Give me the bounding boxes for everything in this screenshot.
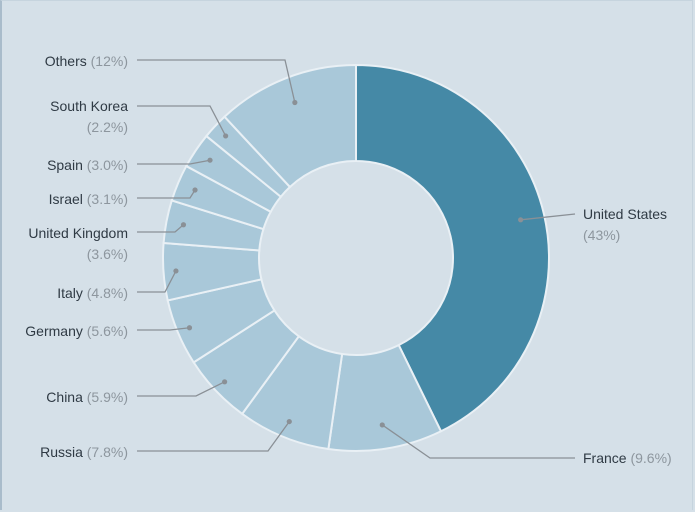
label-name-united-kingdom: United Kingdom: [28, 225, 128, 241]
label-name-united-states: United States: [583, 206, 667, 222]
donut-slices: [162, 63, 550, 452]
leader-line-united-states: [520, 213, 576, 221]
label-france: France (9.6%): [583, 450, 672, 466]
label-russia: Russia (7.8%): [40, 444, 128, 460]
slice-united-states[interactable]: [355, 63, 550, 433]
leader-line-france: [381, 424, 575, 459]
label-others: Others (12%): [45, 53, 128, 69]
label-pct-south-korea: (2.2%): [87, 119, 128, 135]
leader-line-china: [137, 381, 225, 397]
label-name-south-korea: South Korea: [50, 98, 128, 114]
leader-line-others: [137, 59, 296, 103]
slice-labels: United States (43%) France (9.6%) Russia (7…: [25, 53, 671, 466]
leader-line-germany: [137, 327, 190, 331]
slice-others[interactable]: [223, 63, 357, 189]
leader-line-israel: [137, 189, 196, 199]
label-italy: Italy (4.8%): [57, 285, 128, 301]
label-germany: Germany (5.6%): [25, 323, 128, 339]
label-china: China (5.9%): [46, 389, 128, 405]
leader-line-south-korea: [137, 105, 227, 137]
label-pct-united-states: (43%): [583, 227, 620, 243]
label-spain: Spain (3.0%): [47, 157, 128, 173]
label-pct-united-kingdom: (3.6%): [87, 246, 128, 262]
leader-line-russia: [137, 421, 290, 452]
leader-line-spain: [137, 159, 211, 165]
leader-lines: [137, 59, 576, 459]
label-israel: Israel (3.1%): [49, 191, 128, 207]
leader-line-italy: [137, 270, 177, 293]
leader-line-united-kingdom: [137, 224, 184, 233]
